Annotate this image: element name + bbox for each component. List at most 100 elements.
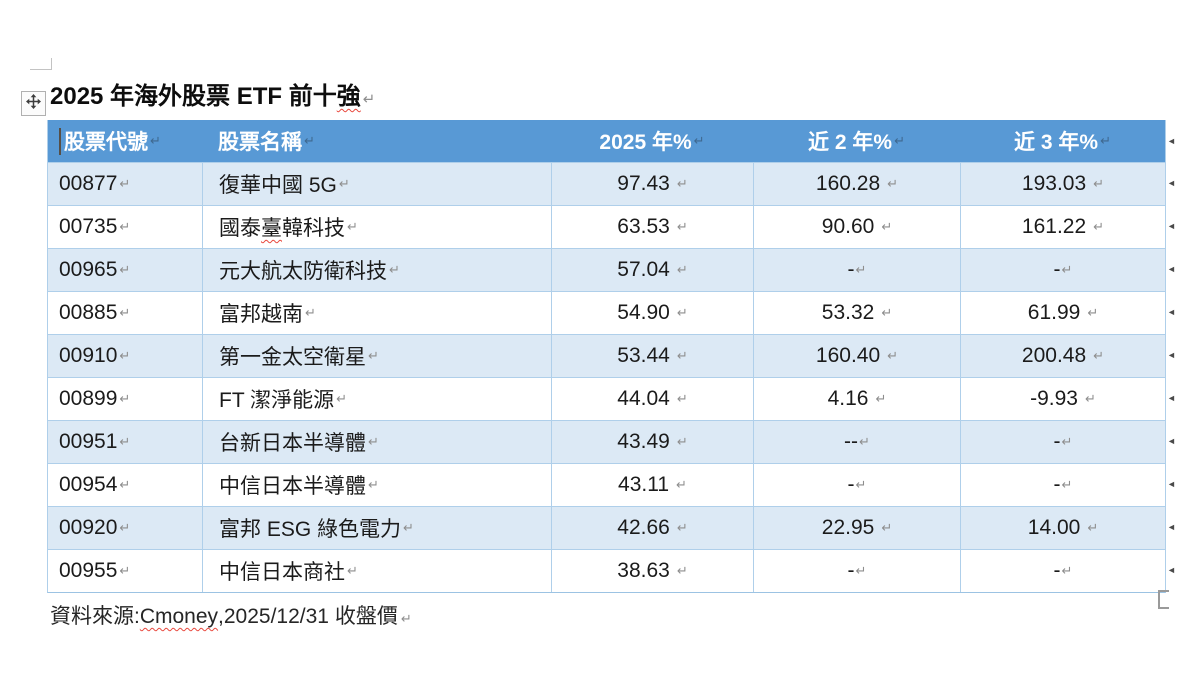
stock-name-cell[interactable]: 富邦越南 ↵ — [202, 292, 551, 334]
cell-end-mark-icon: ↵ — [859, 434, 870, 449]
header-cell-2025-pct[interactable]: 2025 年% ↵ — [551, 120, 753, 162]
stock-code-cell[interactable]: 00955 ↵ — [48, 550, 202, 592]
value-3y-cell[interactable]: 161.22 ↵ — [960, 206, 1165, 248]
stock-code-cell[interactable]: 00951 ↵ — [48, 421, 202, 463]
cell-end-mark-icon: ↵ — [676, 520, 688, 535]
stock-code-cell[interactable]: 00965 ↵ — [48, 249, 202, 291]
stock-name-cell[interactable]: 復華中國 5G ↵ — [202, 163, 551, 205]
stock-code-cell[interactable]: 00899 ↵ — [48, 378, 202, 420]
table-resize-handle[interactable] — [1158, 590, 1169, 609]
cell-end-mark-icon: ↵ — [119, 305, 131, 320]
value-2025-cell[interactable]: 57.04 ↵ — [551, 249, 753, 291]
cell-end-mark-icon: ↵ — [881, 219, 893, 234]
stock-code-cell[interactable]: 00885 ↵ — [48, 292, 202, 334]
end-of-row-marker: ◄ — [1167, 178, 1176, 188]
value-2y-text: - — [847, 559, 855, 582]
table-move-handle[interactable] — [21, 91, 46, 116]
cell-end-mark-icon: ↵ — [1061, 477, 1073, 492]
value-2025-cell[interactable]: 53.44 ↵ — [551, 335, 753, 377]
value-2025-cell[interactable]: 54.90 ↵ — [551, 292, 753, 334]
document-title[interactable]: 2025 年海外股票 ETF 前十強 ↵ — [50, 76, 375, 111]
end-of-row-marker: ◄ — [1167, 393, 1176, 403]
value-2y-cell[interactable]: 4.16 ↵ — [753, 378, 960, 420]
value-3y-cell[interactable]: 193.03 ↵ — [960, 163, 1165, 205]
value-3y-cell[interactable]: - ↵ — [960, 550, 1165, 592]
value-2025-cell[interactable]: 97.43 ↵ — [551, 163, 753, 205]
value-2025-text: 43.11 — [618, 473, 670, 496]
stock-name-cell[interactable]: 元大航太防衛科技 ↵ — [202, 249, 551, 291]
value-2025-cell[interactable]: 43.49 ↵ — [551, 421, 753, 463]
stock-name-cell[interactable]: 台新日本半導體 ↵ — [202, 421, 551, 463]
stock-code-cell[interactable]: 00954 ↵ — [48, 464, 202, 506]
stock-name-text: 國泰臺韓科技 — [219, 217, 345, 240]
stock-name-cell[interactable]: FT 潔淨能源 ↵ — [202, 378, 551, 420]
value-2y-text: 160.28 — [815, 172, 881, 195]
stock-name-cell[interactable]: 第一金太空衛星 ↵ — [202, 335, 551, 377]
stock-name-text: 富邦 ESG 綠色電力 — [219, 518, 402, 541]
value-3y-cell[interactable]: - ↵ — [960, 421, 1165, 463]
value-2025-text: 42.66 — [617, 516, 670, 539]
stock-name-cell[interactable]: 國泰臺韓科技 ↵ — [202, 206, 551, 248]
cell-end-mark-icon: ↵ — [676, 391, 688, 406]
value-3y-cell[interactable]: - ↵ — [960, 249, 1165, 291]
value-3y-text: -9.93 — [1030, 387, 1078, 410]
end-of-row-marker: ◄ — [1167, 135, 1176, 146]
value-2y-text: - — [847, 473, 855, 496]
cell-end-mark-icon: ↵ — [1087, 520, 1099, 535]
stock-code-cell[interactable]: 00920 ↵ — [48, 507, 202, 549]
text-cursor — [59, 127, 61, 155]
cell-end-mark-icon: ↵ — [1093, 348, 1105, 363]
header-cell-2yr-pct[interactable]: 近 2 年% ↵ — [753, 120, 960, 162]
stock-code-cell[interactable]: 00735 ↵ — [48, 206, 202, 248]
value-2y-cell[interactable]: - ↵ — [753, 464, 960, 506]
page-corner-crop-mark — [30, 58, 52, 70]
value-2025-text: 38.63 — [617, 559, 670, 582]
value-2025-cell[interactable]: 44.04 ↵ — [551, 378, 753, 420]
table-header-row: 股票代號 ↵ 股票名稱 ↵ 2025 年% ↵ 近 2 年% ↵ 近 3 年% … — [48, 120, 1165, 162]
value-3y-cell[interactable]: - ↵ — [960, 464, 1165, 506]
value-2y-cell[interactable]: 53.32 ↵ — [753, 292, 960, 334]
value-3y-cell[interactable]: 61.99 ↵ — [960, 292, 1165, 334]
value-3y-cell[interactable]: 14.00 ↵ — [960, 507, 1165, 549]
header-cell-stock-name[interactable]: 股票名稱 ↵ — [202, 120, 551, 162]
value-2y-cell[interactable]: 90.60 ↵ — [753, 206, 960, 248]
value-2y-cell[interactable]: 160.28 ↵ — [753, 163, 960, 205]
stock-code-cell[interactable]: 00910 ↵ — [48, 335, 202, 377]
value-2y-cell[interactable]: -- ↵ — [753, 421, 960, 463]
value-2025-cell[interactable]: 38.63 ↵ — [551, 550, 753, 592]
cell-end-mark-icon: ↵ — [855, 477, 867, 492]
cell-end-mark-icon: ↵ — [676, 219, 688, 234]
value-3y-cell[interactable]: 200.48 ↵ — [960, 335, 1165, 377]
value-2y-cell[interactable]: 22.95 ↵ — [753, 507, 960, 549]
header-cell-3yr-pct[interactable]: 近 3 年% ↵ — [960, 120, 1165, 162]
stock-code-text: 00877 — [59, 172, 118, 195]
value-2y-cell[interactable]: - ↵ — [753, 249, 960, 291]
title-text: 2025 年海外股票 ETF 前十 — [50, 83, 337, 110]
value-2y-cell[interactable]: 160.40 ↵ — [753, 335, 960, 377]
stock-code-text: 00910 — [59, 344, 118, 367]
stock-name-cell[interactable]: 中信日本半導體 ↵ — [202, 464, 551, 506]
end-of-row-marker: ◄ — [1167, 436, 1176, 446]
value-2025-cell[interactable]: 43.11 ↵ — [551, 464, 753, 506]
value-2y-cell[interactable]: - ↵ — [753, 550, 960, 592]
table-row: 00955 ↵ 中信日本商社 ↵ 38.63 ↵ - ↵ - ↵ — [48, 549, 1165, 592]
value-2025-cell[interactable]: 63.53 ↵ — [551, 206, 753, 248]
cell-end-mark-icon: ↵ — [119, 391, 131, 406]
cell-end-mark-icon: ↵ — [1061, 563, 1073, 578]
stock-code-cell[interactable]: 00877 ↵ — [48, 163, 202, 205]
value-3y-text: - — [1053, 473, 1061, 496]
stock-name-cell[interactable]: 中信日本商社 ↵ — [202, 550, 551, 592]
cell-end-mark-icon: ↵ — [894, 133, 905, 148]
source-note[interactable]: 資料來源: Cmoney ,2025/12/31 收盤價 ↵ — [50, 600, 412, 630]
stock-name-cell[interactable]: 富邦 ESG 綠色電力 ↵ — [202, 507, 551, 549]
cell-end-mark-icon: ↵ — [676, 176, 688, 191]
header-label: 2025 年% — [599, 131, 692, 154]
cell-end-mark-icon: ↵ — [693, 133, 705, 148]
cell-end-mark-icon: ↵ — [1061, 434, 1073, 449]
cell-end-mark-icon: ↵ — [119, 477, 131, 492]
value-2025-cell[interactable]: 42.66 ↵ — [551, 507, 753, 549]
cell-end-mark-icon: ↵ — [855, 563, 867, 578]
cell-end-mark-icon: ↵ — [403, 520, 414, 535]
header-cell-stock-code[interactable]: 股票代號 ↵ — [48, 120, 202, 162]
value-3y-cell[interactable]: -9.93 ↵ — [960, 378, 1165, 420]
